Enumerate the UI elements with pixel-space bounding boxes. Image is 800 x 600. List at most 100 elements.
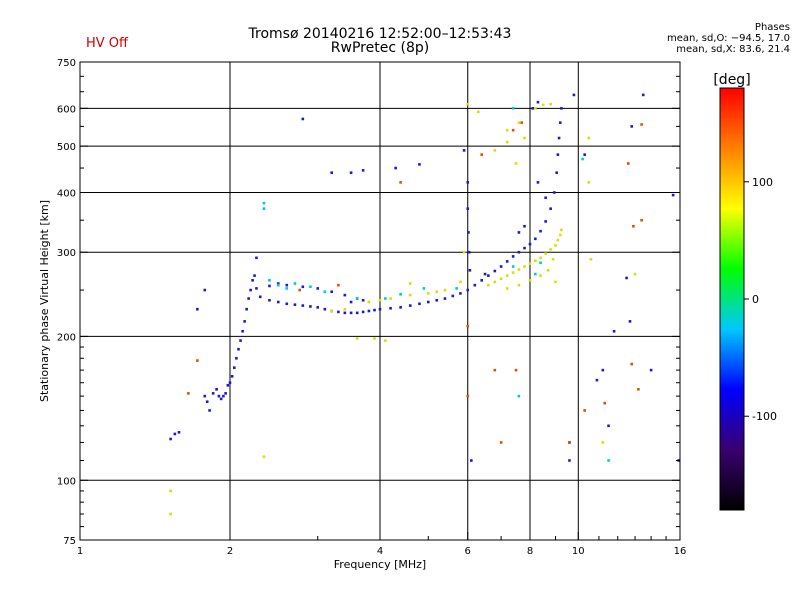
- data-point: [462, 149, 466, 152]
- x-tick-label: 6: [465, 546, 471, 557]
- data-point: [568, 441, 571, 444]
- data-point: [361, 298, 365, 302]
- data-point: [541, 103, 545, 107]
- data-point: [467, 231, 470, 234]
- data-point: [544, 252, 547, 255]
- data-point: [539, 261, 542, 265]
- data-point: [196, 307, 199, 311]
- data-point: [337, 283, 340, 287]
- data-point: [544, 220, 547, 223]
- data-point: [517, 283, 521, 287]
- data-point: [330, 309, 334, 313]
- data-point: [301, 285, 305, 289]
- data-point: [466, 324, 470, 328]
- data-point: [337, 310, 340, 314]
- data-point: [671, 193, 675, 197]
- data-point: [556, 153, 560, 156]
- hv-status-label: HV Off: [86, 36, 128, 51]
- data-point: [262, 455, 266, 459]
- x-tick-label: 4: [377, 546, 383, 557]
- data-point: [480, 153, 484, 156]
- y-tick-label: 750: [57, 58, 76, 69]
- data-point: [523, 136, 526, 140]
- data-points-layer: [169, 93, 680, 516]
- data-point: [523, 224, 526, 228]
- data-point: [477, 110, 480, 114]
- data-point: [373, 337, 376, 340]
- data-point: [493, 149, 497, 152]
- x-tick-label: 8: [527, 546, 533, 557]
- data-point: [499, 277, 503, 281]
- grid-layer: [80, 62, 680, 540]
- chart-title-line1: Tromsø 20140216 12:52:00–12:53:43: [248, 26, 512, 42]
- data-point: [560, 107, 563, 110]
- data-point: [211, 392, 215, 395]
- y-tick-label: 500: [57, 142, 76, 153]
- data-point: [473, 283, 477, 287]
- data-point: [637, 388, 640, 391]
- data-point: [418, 163, 421, 166]
- data-point: [601, 368, 605, 372]
- colorbar-tick-label: 0: [752, 293, 759, 306]
- data-point: [517, 250, 521, 254]
- data-point: [558, 233, 562, 237]
- data-point: [243, 320, 246, 323]
- data-point: [426, 300, 430, 304]
- data-point: [222, 394, 225, 398]
- data-point: [603, 401, 607, 405]
- data-point: [399, 306, 402, 309]
- data-point: [208, 409, 211, 412]
- data-point: [285, 283, 289, 287]
- data-point: [451, 294, 455, 298]
- data-point: [467, 250, 471, 254]
- data-point: [196, 359, 199, 362]
- data-point: [555, 171, 558, 175]
- data-point: [298, 288, 302, 292]
- data-point: [408, 282, 412, 285]
- data-point: [466, 288, 470, 292]
- data-point: [589, 257, 593, 261]
- data-point: [511, 271, 515, 274]
- data-point: [607, 459, 610, 462]
- data-point: [349, 300, 353, 304]
- data-point: [517, 231, 521, 234]
- data-point: [343, 293, 347, 297]
- data-point: [389, 306, 392, 310]
- data-point: [544, 196, 547, 200]
- data-point: [523, 246, 526, 250]
- data-point: [384, 297, 387, 300]
- colorbar-ticks: 100 0 -100: [744, 176, 777, 423]
- data-point: [511, 255, 515, 258]
- data-point: [435, 298, 439, 302]
- data-point: [493, 280, 497, 284]
- data-point: [268, 298, 271, 302]
- data-point: [587, 181, 591, 184]
- data-point: [418, 302, 421, 306]
- data-point: [493, 368, 497, 372]
- data-point: [539, 229, 542, 233]
- data-point: [435, 290, 439, 294]
- data-point: [625, 276, 628, 280]
- y-tick-label: 600: [57, 104, 76, 115]
- data-point: [215, 388, 218, 391]
- data-point: [226, 384, 230, 387]
- data-point: [528, 242, 532, 246]
- data-point: [517, 394, 521, 398]
- data-point: [323, 307, 327, 311]
- data-point: [276, 282, 280, 285]
- data-point: [523, 265, 526, 268]
- data-point: [343, 307, 347, 311]
- data-point: [595, 378, 599, 382]
- data-point: [534, 259, 537, 262]
- data-point: [262, 207, 266, 210]
- data-point: [466, 181, 470, 184]
- data-point: [285, 302, 289, 306]
- data-point: [443, 297, 447, 300]
- data-point: [539, 274, 542, 277]
- colorbar-tick-label: 100: [752, 176, 773, 189]
- y-axis-label: Stationary phase Virtual Height [km]: [38, 200, 51, 402]
- data-point: [389, 297, 392, 300]
- data-point: [468, 268, 472, 272]
- data-point: [293, 282, 297, 285]
- data-point: [355, 337, 359, 340]
